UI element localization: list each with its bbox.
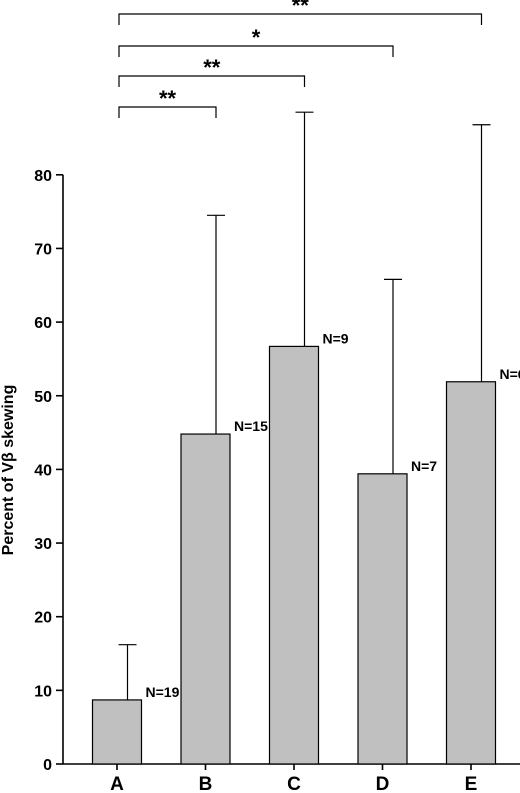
y-tick-label: 50 xyxy=(34,389,52,406)
x-tick-label-c: C xyxy=(287,774,301,793)
sample-size-label-a: N=19 xyxy=(146,684,180,700)
y-tick-label: 30 xyxy=(34,536,52,553)
x-tick-label-b: B xyxy=(199,774,213,793)
significance-label-a-d: * xyxy=(252,25,261,50)
significance-label-a-b: ** xyxy=(159,86,177,111)
y-tick-label: 80 xyxy=(34,168,52,185)
y-tick-label: 40 xyxy=(34,462,52,479)
y-axis: 0 10 20 30 40 50 60 70 80 xyxy=(34,168,64,774)
x-tick-label-e: E xyxy=(465,774,478,793)
bar-a xyxy=(91,699,143,765)
x-tick-label-a: A xyxy=(110,774,124,793)
y-axis-title: Percent of Vβ skewing xyxy=(0,385,17,556)
sample-size-labels: N=19 N=15 N=9 N=7 N=6 xyxy=(146,330,520,700)
bar-c xyxy=(268,345,320,765)
sample-size-label-c: N=9 xyxy=(323,330,349,346)
sample-size-label-b: N=15 xyxy=(234,418,268,434)
significance-bracket-a-b xyxy=(118,106,217,118)
significance-brackets: ******* xyxy=(118,0,483,118)
bar-d xyxy=(357,473,408,765)
y-tick-label: 10 xyxy=(34,683,52,700)
y-tick-label: 20 xyxy=(34,610,52,627)
bars xyxy=(91,345,497,765)
x-tick-label-d: D xyxy=(376,774,390,793)
y-tick-label: 60 xyxy=(34,315,52,332)
sample-size-label-e: N=6 xyxy=(500,366,520,382)
y-tick-label: 0 xyxy=(43,757,52,774)
sample-size-label-d: N=7 xyxy=(411,458,437,474)
significance-bracket-a-e xyxy=(118,13,483,25)
significance-label-a-c: ** xyxy=(203,55,221,80)
error-bars xyxy=(118,111,491,700)
bar-e xyxy=(445,381,497,765)
y-tick-label: 70 xyxy=(34,241,52,258)
significance-bracket-a-c xyxy=(118,75,306,87)
bar-b xyxy=(180,433,231,765)
significance-label-a-e: ** xyxy=(292,0,310,18)
x-axis: A B C D E xyxy=(63,763,520,793)
significance-bracket-a-d xyxy=(118,45,394,57)
